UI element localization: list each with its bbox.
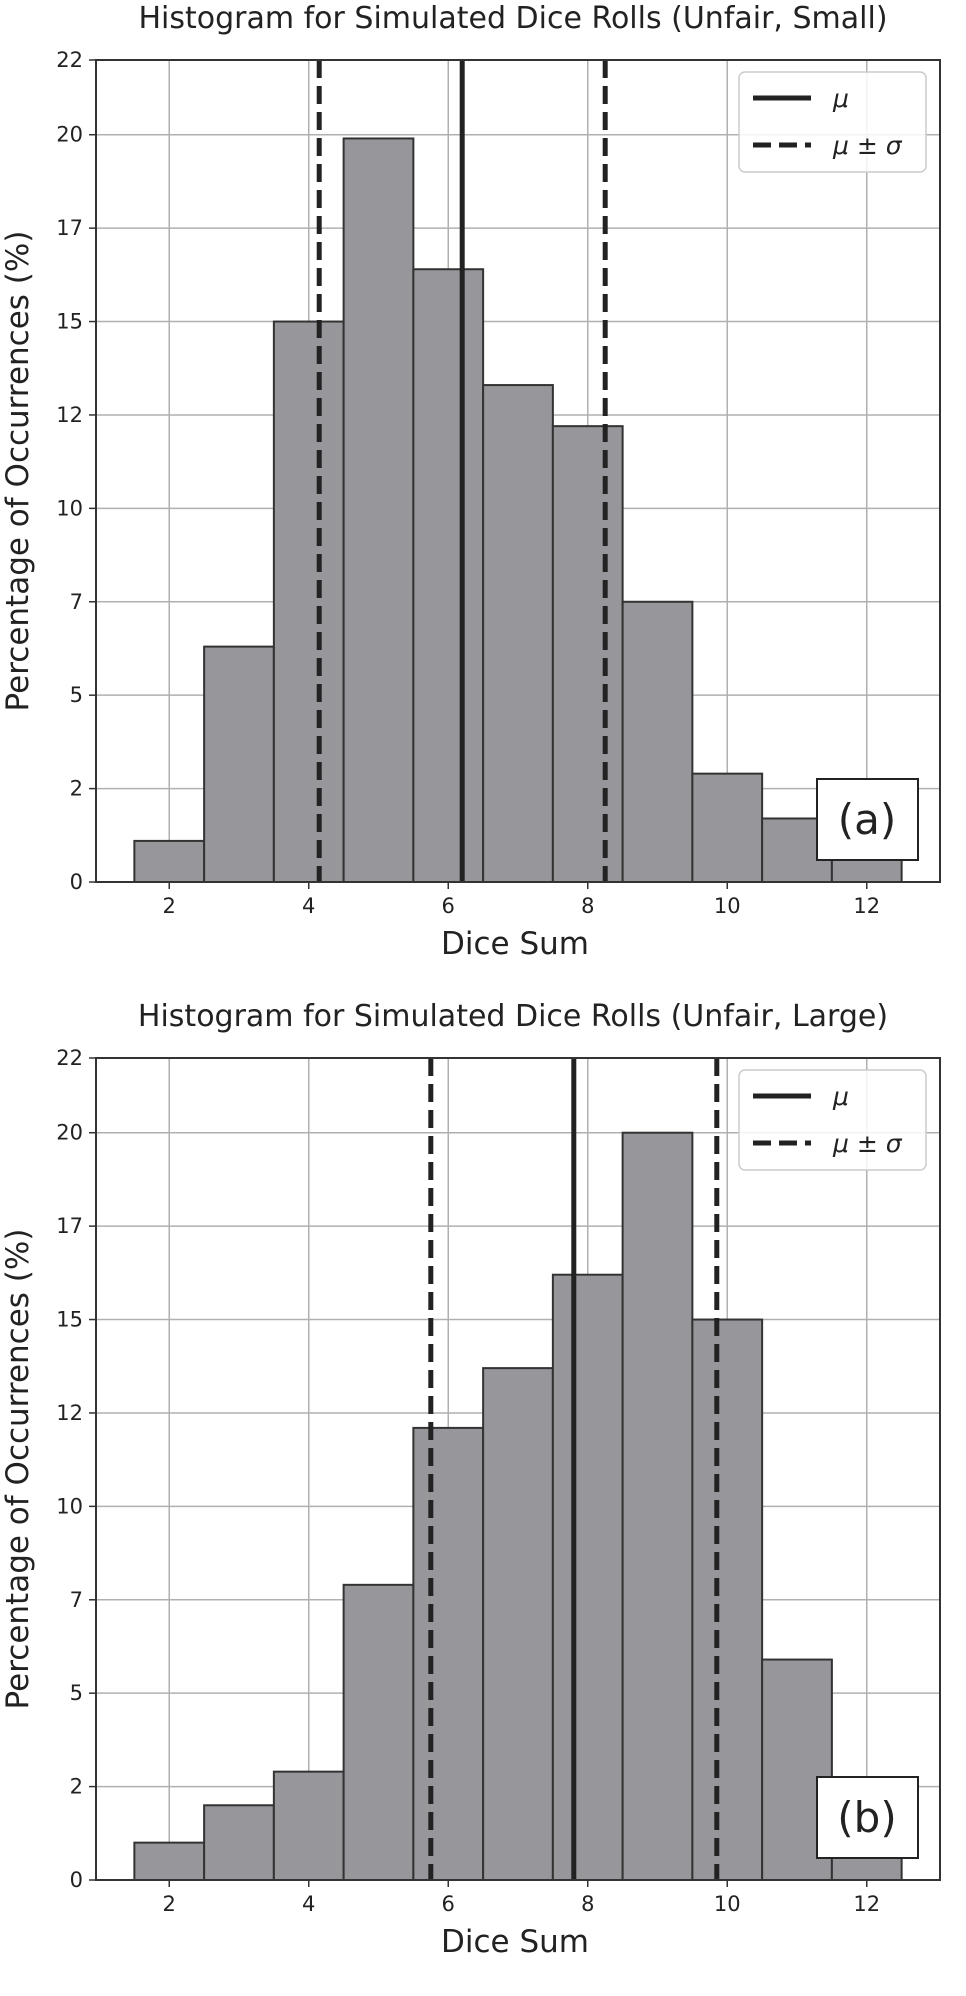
bar-10 [691, 1318, 764, 1881]
y-tick-label: 20 [56, 1121, 83, 1145]
x-tick-label: 2 [163, 1892, 176, 1916]
panel-label: (b) [816, 1776, 919, 1859]
y-tick-label: 5 [70, 1681, 83, 1705]
legend-label-mean: μ [832, 84, 849, 113]
bar-2 [133, 1841, 206, 1881]
panel-label-text: (a) [838, 795, 897, 844]
bar-7 [482, 384, 554, 883]
bar-3 [203, 645, 275, 883]
legend-label-mean: μ [832, 1082, 849, 1111]
x-tick-label: 10 [714, 1892, 741, 1916]
bar-4 [272, 1770, 345, 1881]
bar-10 [691, 772, 764, 883]
y-tick-label: 12 [56, 403, 83, 427]
bar-3 [203, 1804, 275, 1881]
y-tick-label: 20 [56, 123, 83, 147]
bar-6 [412, 1426, 485, 1881]
bar-5 [342, 137, 415, 884]
axes-frame [95, 59, 941, 883]
y-tick-label: 2 [70, 1775, 83, 1799]
y-tick-label: 12 [56, 1401, 83, 1425]
y-tick-label: 10 [56, 1494, 83, 1518]
histogram-chart-large: 2 4 6 8 10 12 0 2 5 7 10 12 15 17 20 22 Histogram for Si… [0, 999, 941, 1960]
bar-5 [342, 1583, 415, 1881]
y-tick-label: 2 [70, 777, 83, 801]
x-ticks: 2 4 6 8 10 12 [163, 882, 880, 918]
x-tick-label: 4 [302, 894, 315, 918]
x-axis-label: Dice Sum [441, 926, 589, 962]
x-tick-label: 12 [853, 894, 880, 918]
legend-label-sigma: μ ± σ [832, 1129, 903, 1158]
x-axis-label: Dice Sum [441, 1924, 589, 1960]
bar-9 [621, 600, 694, 883]
stat-lines [316, 60, 608, 882]
y-tick-label: 22 [56, 48, 83, 72]
y-tick-label: 5 [70, 683, 83, 707]
bar-9 [621, 1131, 694, 1881]
legend: μ μ ± σ [738, 1069, 927, 1171]
y-tick-label: 15 [56, 310, 83, 334]
x-tick-label: 12 [853, 1892, 880, 1916]
panel-label-box [816, 778, 919, 861]
panel-label: (a) [816, 778, 919, 861]
x-tick-label: 6 [442, 894, 455, 918]
x-tick-label: 4 [302, 1892, 315, 1916]
histogram-chart-small: 2 4 6 8 10 12 0 2 5 7 10 12 15 17 20 22 Histogram for Si… [0, 1, 941, 962]
bar-2 [133, 839, 206, 884]
legend: μ μ ± σ [738, 71, 927, 173]
bar-8 [551, 1273, 624, 1881]
bars [133, 1131, 903, 1882]
y-tick-label: 7 [70, 590, 83, 614]
y-tick-label: 17 [56, 216, 83, 240]
axes-frame [95, 1057, 941, 1881]
bar-4 [272, 320, 345, 883]
chart-title: Histogram for Simulated Dice Rolls (Unfa… [138, 1, 887, 36]
bars [133, 137, 903, 884]
y-tick-label: 15 [56, 1308, 83, 1332]
panel-label-box [816, 1776, 919, 1859]
bar-6 [412, 268, 485, 883]
y-tick-label: 7 [70, 1588, 83, 1612]
y-axis-label: Percentage of Occurrences (%) [0, 231, 36, 712]
y-tick-label: 0 [70, 870, 83, 894]
x-tick-label: 10 [714, 894, 741, 918]
y-axis-label: Percentage of Occurrences (%) [0, 1229, 36, 1710]
chart-title: Histogram for Simulated Dice Rolls (Unfa… [138, 999, 888, 1034]
bar-8 [551, 425, 624, 883]
panel-label-text: (b) [837, 1793, 896, 1842]
y-ticks: 0 2 5 7 10 12 15 17 20 22 [56, 1046, 96, 1892]
x-tick-label: 8 [581, 1892, 594, 1916]
x-tick-label: 2 [163, 894, 176, 918]
y-tick-label: 0 [70, 1868, 83, 1892]
bar-7 [482, 1367, 554, 1881]
y-tick-label: 17 [56, 1214, 83, 1238]
x-ticks: 2 4 6 8 10 12 [163, 1880, 880, 1916]
y-tick-label: 22 [56, 1046, 83, 1070]
y-ticks: 0 2 5 7 10 12 15 17 20 22 [56, 48, 96, 894]
y-tick-label: 10 [56, 496, 83, 520]
x-tick-label: 8 [581, 894, 594, 918]
legend-label-sigma: μ ± σ [832, 131, 903, 160]
x-tick-label: 6 [442, 1892, 455, 1916]
stat-lines [428, 1058, 720, 1880]
